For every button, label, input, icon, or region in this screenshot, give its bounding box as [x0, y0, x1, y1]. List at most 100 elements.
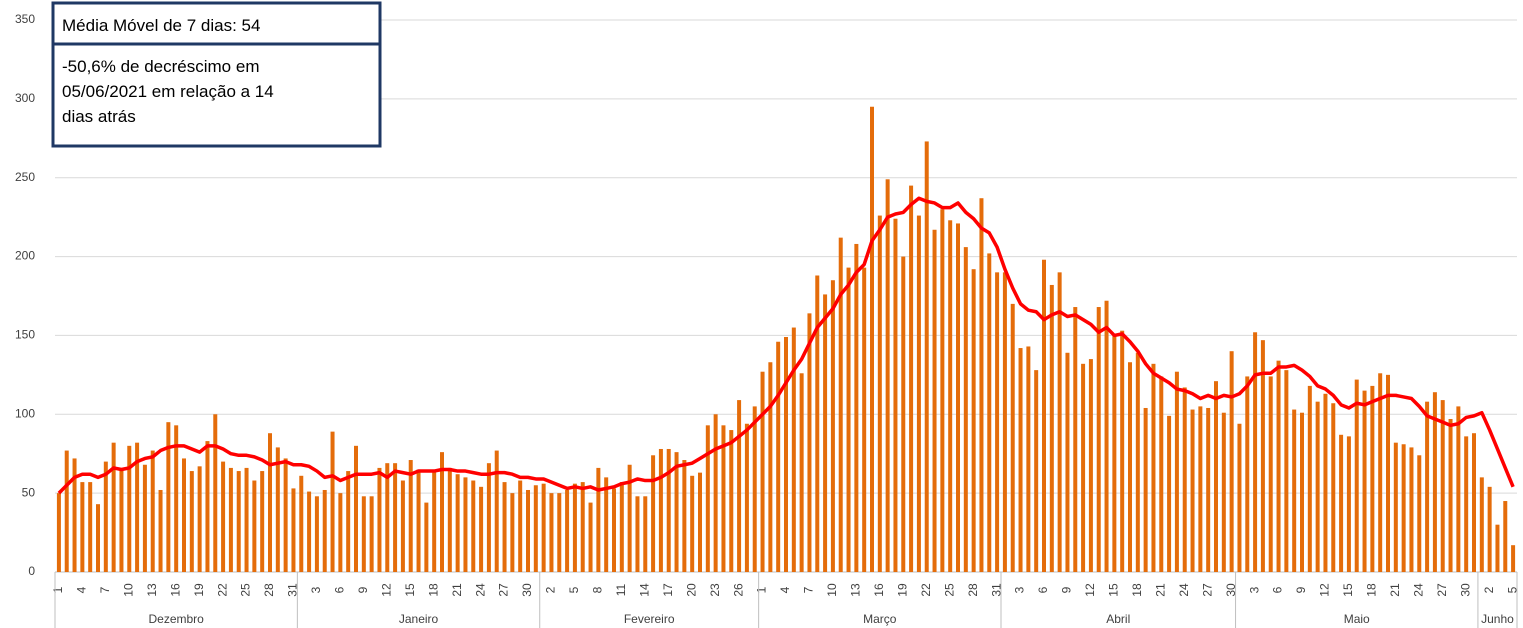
bar — [729, 430, 734, 572]
bar — [666, 448, 671, 572]
bar — [1268, 376, 1273, 572]
bar — [823, 294, 828, 572]
bar — [56, 493, 61, 572]
bar — [260, 471, 265, 572]
bar — [494, 450, 499, 572]
bar — [1206, 407, 1211, 572]
x-tick-label: 16 — [872, 583, 886, 597]
y-tick-label: 200 — [15, 249, 35, 263]
bar — [1151, 363, 1156, 572]
bar — [588, 502, 593, 572]
x-tick-label: 17 — [661, 583, 675, 597]
month-label: Março — [863, 612, 897, 626]
bar — [1112, 333, 1117, 572]
bar — [737, 400, 742, 572]
x-tick-label: 15 — [1341, 583, 1355, 597]
bar — [283, 458, 288, 572]
bar — [385, 463, 390, 572]
bar — [111, 442, 116, 572]
bar — [1409, 447, 1414, 572]
bar — [1034, 370, 1039, 572]
bar — [518, 480, 523, 572]
y-tick-label: 350 — [15, 12, 35, 26]
bar — [1198, 406, 1203, 572]
bar — [987, 253, 992, 572]
x-tick-label: 13 — [849, 583, 863, 597]
x-tick-label: 24 — [1177, 583, 1191, 597]
x-tick-label: 27 — [1435, 583, 1449, 597]
bar — [815, 275, 820, 572]
bar — [369, 496, 374, 572]
x-tick-label: 4 — [75, 586, 89, 593]
bar — [416, 469, 421, 572]
x-tick-label: 23 — [708, 583, 722, 597]
bar — [619, 482, 624, 572]
x-tick-label: 25 — [942, 583, 956, 597]
bar — [1354, 379, 1359, 572]
bar — [354, 445, 358, 572]
x-tick-label: 12 — [1318, 583, 1332, 597]
bar — [455, 474, 460, 572]
x-tick-label: 16 — [168, 583, 182, 597]
bar — [1120, 330, 1125, 572]
x-tick-label: 15 — [403, 583, 417, 597]
bar — [1159, 376, 1164, 572]
bar — [1472, 433, 1476, 572]
bar — [1065, 352, 1070, 572]
bar — [346, 471, 351, 572]
bar — [752, 406, 757, 572]
bar — [1245, 376, 1250, 572]
bar — [189, 471, 194, 572]
annotation-text: Média Móvel de 7 dias: 54 — [62, 16, 260, 35]
bar — [1081, 363, 1086, 572]
bar — [205, 441, 210, 572]
x-tick-label: 9 — [1294, 586, 1308, 593]
bar — [776, 341, 781, 572]
bar — [1362, 390, 1367, 572]
bar — [651, 455, 656, 572]
bar — [1276, 360, 1281, 572]
bar — [682, 460, 687, 572]
bar — [1253, 332, 1258, 572]
bar — [510, 493, 515, 572]
bar — [1002, 272, 1007, 572]
moving-average-line — [57, 196, 1515, 495]
bar — [1323, 393, 1328, 572]
bar — [502, 482, 507, 572]
x-tick-label: 28 — [262, 583, 276, 597]
x-tick-label: 30 — [1224, 583, 1238, 597]
x-tick-label: 10 — [121, 583, 135, 597]
bar — [338, 493, 343, 572]
bar — [463, 477, 468, 572]
bar — [627, 464, 632, 572]
bar — [979, 198, 984, 572]
month-label: Dezembro — [149, 612, 205, 626]
bar — [447, 467, 452, 572]
bar — [150, 450, 155, 572]
bar — [995, 272, 1000, 572]
bar — [635, 496, 640, 572]
bar — [1010, 303, 1015, 572]
bar — [252, 480, 257, 572]
bar — [557, 493, 562, 572]
bar — [1393, 442, 1398, 572]
bar — [1260, 340, 1265, 572]
x-tick-label: 3 — [1013, 586, 1027, 593]
bar — [1167, 415, 1172, 572]
bar — [322, 489, 327, 572]
bar — [1425, 401, 1430, 572]
bar — [213, 414, 218, 572]
bar — [1386, 374, 1390, 572]
bar — [1346, 436, 1351, 572]
bar — [182, 458, 186, 572]
bar — [862, 267, 867, 572]
month-label: Junho — [1481, 612, 1514, 626]
bar — [1370, 385, 1375, 572]
bar — [1479, 477, 1484, 572]
x-tick-label: 21 — [1388, 583, 1402, 597]
y-tick-label: 100 — [15, 406, 35, 420]
x-tick-label: 9 — [1060, 586, 1074, 593]
bar — [1417, 455, 1422, 572]
